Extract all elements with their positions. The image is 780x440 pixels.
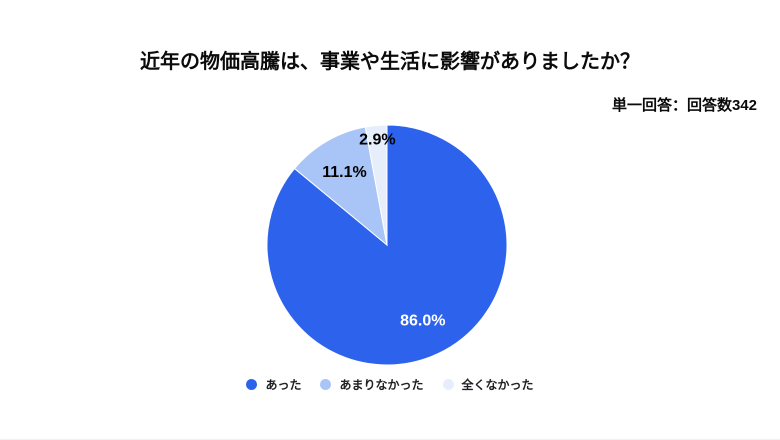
response-note: 単一回答：回答数342 [611,97,757,114]
pie-slice-label-2: 2.9% [359,131,395,148]
legend-label: あった [265,378,302,392]
legend-label: 全くなかった [461,378,534,392]
pie-slice-label-0: 86.0% [400,313,445,330]
legend-dot-icon [320,379,332,390]
legend-item-2: 全くなかった [442,376,534,393]
legend-dot-icon [246,379,258,390]
legend: あった あまりなかった 全くなかった [0,376,780,393]
pie-slice-2 [364,124,388,246]
chart-title: 近年の物価高騰は、事業や生活に影響がありましたか？ [140,51,640,73]
legend-item-0: あった [246,376,301,393]
pie-slice-label-1: 11.1% [322,164,366,181]
legend-dot-icon [442,379,454,390]
legend-label: あまりなかった [339,378,424,392]
legend-item-1: あまりなかった [320,376,424,393]
pie-slice-1 [293,126,388,247]
